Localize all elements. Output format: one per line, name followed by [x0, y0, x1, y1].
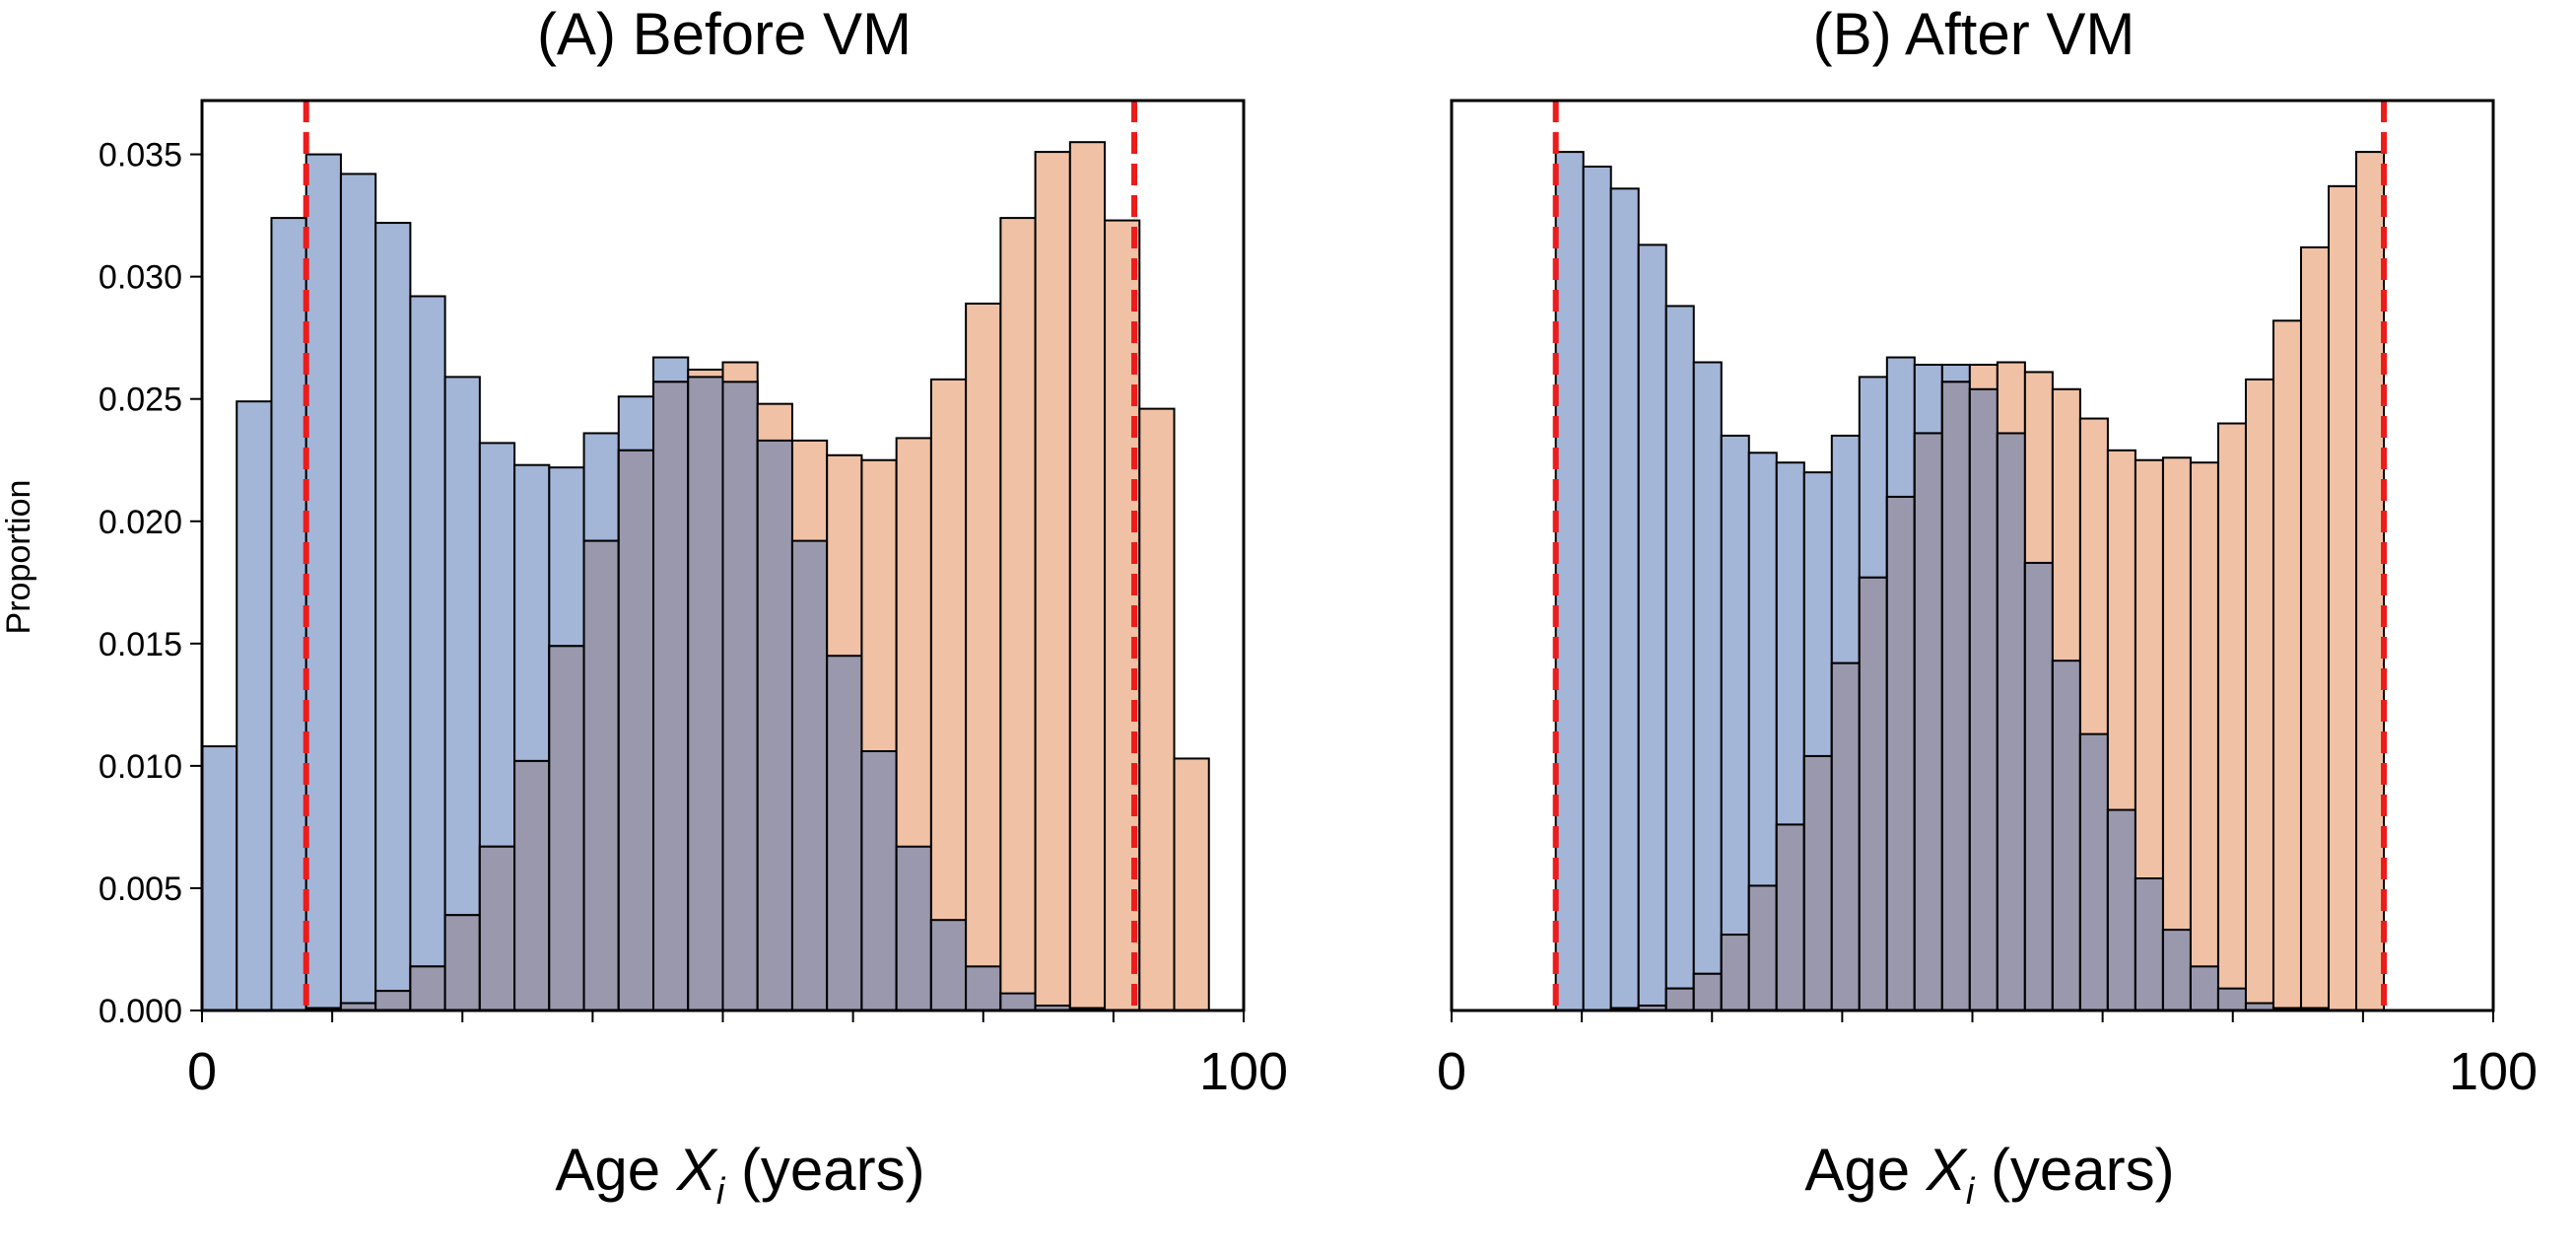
bar-overlap: [443, 914, 481, 1012]
bar-series-1: [305, 153, 342, 1012]
bar-series-2: [999, 217, 1037, 1011]
bar-overlap: [965, 965, 1002, 1011]
bar-overlap: [1885, 495, 1916, 1011]
bar-series-2: [1173, 757, 1210, 1011]
bar-series-2: [965, 302, 1002, 1011]
bar-overlap: [582, 539, 620, 1011]
bar-overlap: [652, 381, 690, 1012]
bar-series-2: [2216, 422, 2247, 1012]
bar-series-2: [929, 378, 968, 1011]
bar-overlap: [1858, 576, 1888, 1011]
bar-series-1: [409, 295, 446, 1011]
bar-overlap: [374, 990, 412, 1011]
y-tick-label: 0.015: [99, 626, 182, 663]
bar-series-1: [1637, 244, 1667, 1012]
bar-series-2: [1138, 407, 1176, 1011]
panel-after-vm: (B) After VM 0 100 Age Xi (years): [1437, 1, 2538, 1213]
bar-overlap: [1940, 381, 1971, 1012]
bar-series-2: [2299, 245, 2330, 1011]
bar-overlap: [1913, 432, 1943, 1011]
bar-series-2: [1034, 151, 1071, 1011]
bar-series-2: [2189, 461, 2219, 1012]
y-tick-label: 0.030: [99, 259, 182, 297]
bar-overlap: [860, 749, 898, 1011]
bar-series-2: [2161, 456, 2192, 1011]
bar-overlap: [2161, 929, 2192, 1012]
bar-overlap: [617, 449, 655, 1011]
bar-overlap: [1720, 934, 1750, 1011]
bar-overlap: [1830, 661, 1861, 1011]
panel-title: (B) After VM: [1813, 1, 2135, 67]
bar-overlap: [548, 645, 585, 1011]
bar-overlap: [478, 845, 516, 1011]
bar-overlap: [999, 992, 1037, 1011]
bar-series-1: [1582, 165, 1612, 1011]
x-tick-label: 0: [1437, 1042, 1466, 1101]
bar-overlap: [2051, 660, 2081, 1011]
x-axis-label: Age Xi (years): [1804, 1137, 2174, 1213]
bar-series-1: [1664, 305, 1695, 1011]
x-axis-label: Age Xi (years): [555, 1137, 924, 1213]
bar-series-2: [2244, 378, 2274, 1011]
bar-overlap: [409, 965, 446, 1011]
bar-overlap: [721, 381, 759, 1012]
bar-overlap: [895, 845, 932, 1011]
bar-overlap: [513, 759, 551, 1012]
bar-series-2: [1068, 141, 1107, 1011]
plot-area: 0 100: [1437, 99, 2538, 1101]
bar-series-1: [1720, 434, 1750, 1011]
bar-overlap: [1747, 884, 1778, 1011]
bar-series-1: [201, 745, 238, 1012]
y-tick-label: 0.035: [99, 137, 182, 174]
bar-overlap: [929, 919, 968, 1011]
bar-series-1: [1554, 151, 1585, 1011]
bar-overlap: [1775, 823, 1805, 1011]
bar-overlap: [2106, 808, 2136, 1012]
bar-overlap: [826, 655, 863, 1012]
bar-series-1: [339, 173, 377, 1011]
bar-overlap: [2078, 732, 2109, 1011]
bar-series-2: [2327, 184, 2358, 1012]
x-tick-label: 0: [187, 1042, 217, 1101]
panel-before-vm: (A) Before VM Proportion 0 1000.0000.0050…: [0, 1, 1288, 1213]
bar-overlap: [2189, 965, 2219, 1011]
x-tick-label: 100: [1199, 1042, 1288, 1101]
bar-overlap: [1996, 432, 2026, 1011]
bar-overlap: [1968, 387, 1999, 1012]
bar-overlap: [1802, 754, 1833, 1011]
y-tick-label: 0.020: [99, 504, 182, 541]
bar-overlap: [687, 376, 724, 1011]
bar-series-2: [2355, 151, 2386, 1011]
y-tick-label: 0.010: [99, 748, 182, 786]
bar-overlap: [2134, 877, 2164, 1011]
bar-overlap: [790, 539, 829, 1011]
bar-overlap: [1692, 972, 1723, 1012]
bar-series-1: [236, 400, 273, 1011]
bar-overlap: [756, 439, 793, 1011]
bar-series-1: [1609, 187, 1640, 1012]
bar-series-2: [2271, 319, 2302, 1011]
y-tick-label: 0.025: [99, 382, 182, 419]
panel-title: (A) Before VM: [537, 1, 912, 67]
y-axis-label: Proportion: [0, 480, 37, 635]
bar-overlap: [2023, 561, 2054, 1011]
bar-series-1: [270, 217, 307, 1011]
bar-overlap: [2216, 987, 2247, 1012]
bar-overlap: [1664, 987, 1695, 1012]
y-tick-label: 0.005: [99, 870, 182, 908]
bar-series-1: [1692, 361, 1723, 1011]
plot-area: 0 100 0.000 0.005 0.010 0.015 0.020 0.025 0.030 0…: [99, 99, 1288, 1101]
x-tick-label: 100: [2449, 1042, 2538, 1101]
bar-series-1: [374, 222, 412, 1011]
y-tick-label: 0.000: [99, 993, 182, 1030]
